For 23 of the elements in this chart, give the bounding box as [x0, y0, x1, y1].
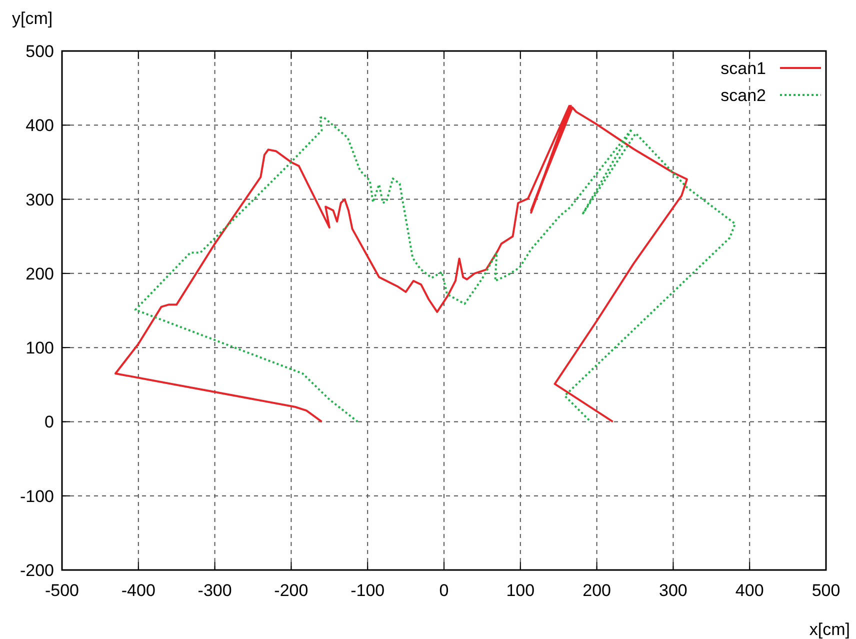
y-tick-label: 0 [44, 412, 54, 432]
y-axis-title: y[cm] [12, 9, 53, 28]
y-tick-label: -200 [20, 561, 54, 580]
y-tick-label: -100 [20, 486, 54, 506]
legend-label: scan1 [720, 59, 766, 78]
x-tick-label: 100 [506, 581, 535, 600]
x-tick-label: -300 [198, 581, 232, 600]
x-tick-label: 500 [812, 581, 840, 600]
x-tick-label: 0 [439, 581, 449, 600]
y-tick-label: 200 [26, 264, 54, 284]
x-tick-label: -100 [350, 581, 385, 600]
x-tick-label: -400 [121, 581, 156, 600]
x-tick-label: -200 [274, 581, 308, 600]
y-tick-label: 500 [26, 42, 54, 61]
y-tick-label: 300 [26, 190, 54, 210]
x-tick-label: 300 [659, 581, 688, 600]
x-tick-label: -500 [44, 581, 80, 600]
y-tick-label: 100 [26, 338, 54, 358]
x-tick-label: 400 [735, 581, 764, 600]
x-tick-label: 200 [582, 581, 611, 600]
legend-label: scan2 [720, 86, 766, 105]
x-axis-title: x[cm] [809, 620, 850, 639]
y-tick-label: 400 [26, 116, 54, 136]
